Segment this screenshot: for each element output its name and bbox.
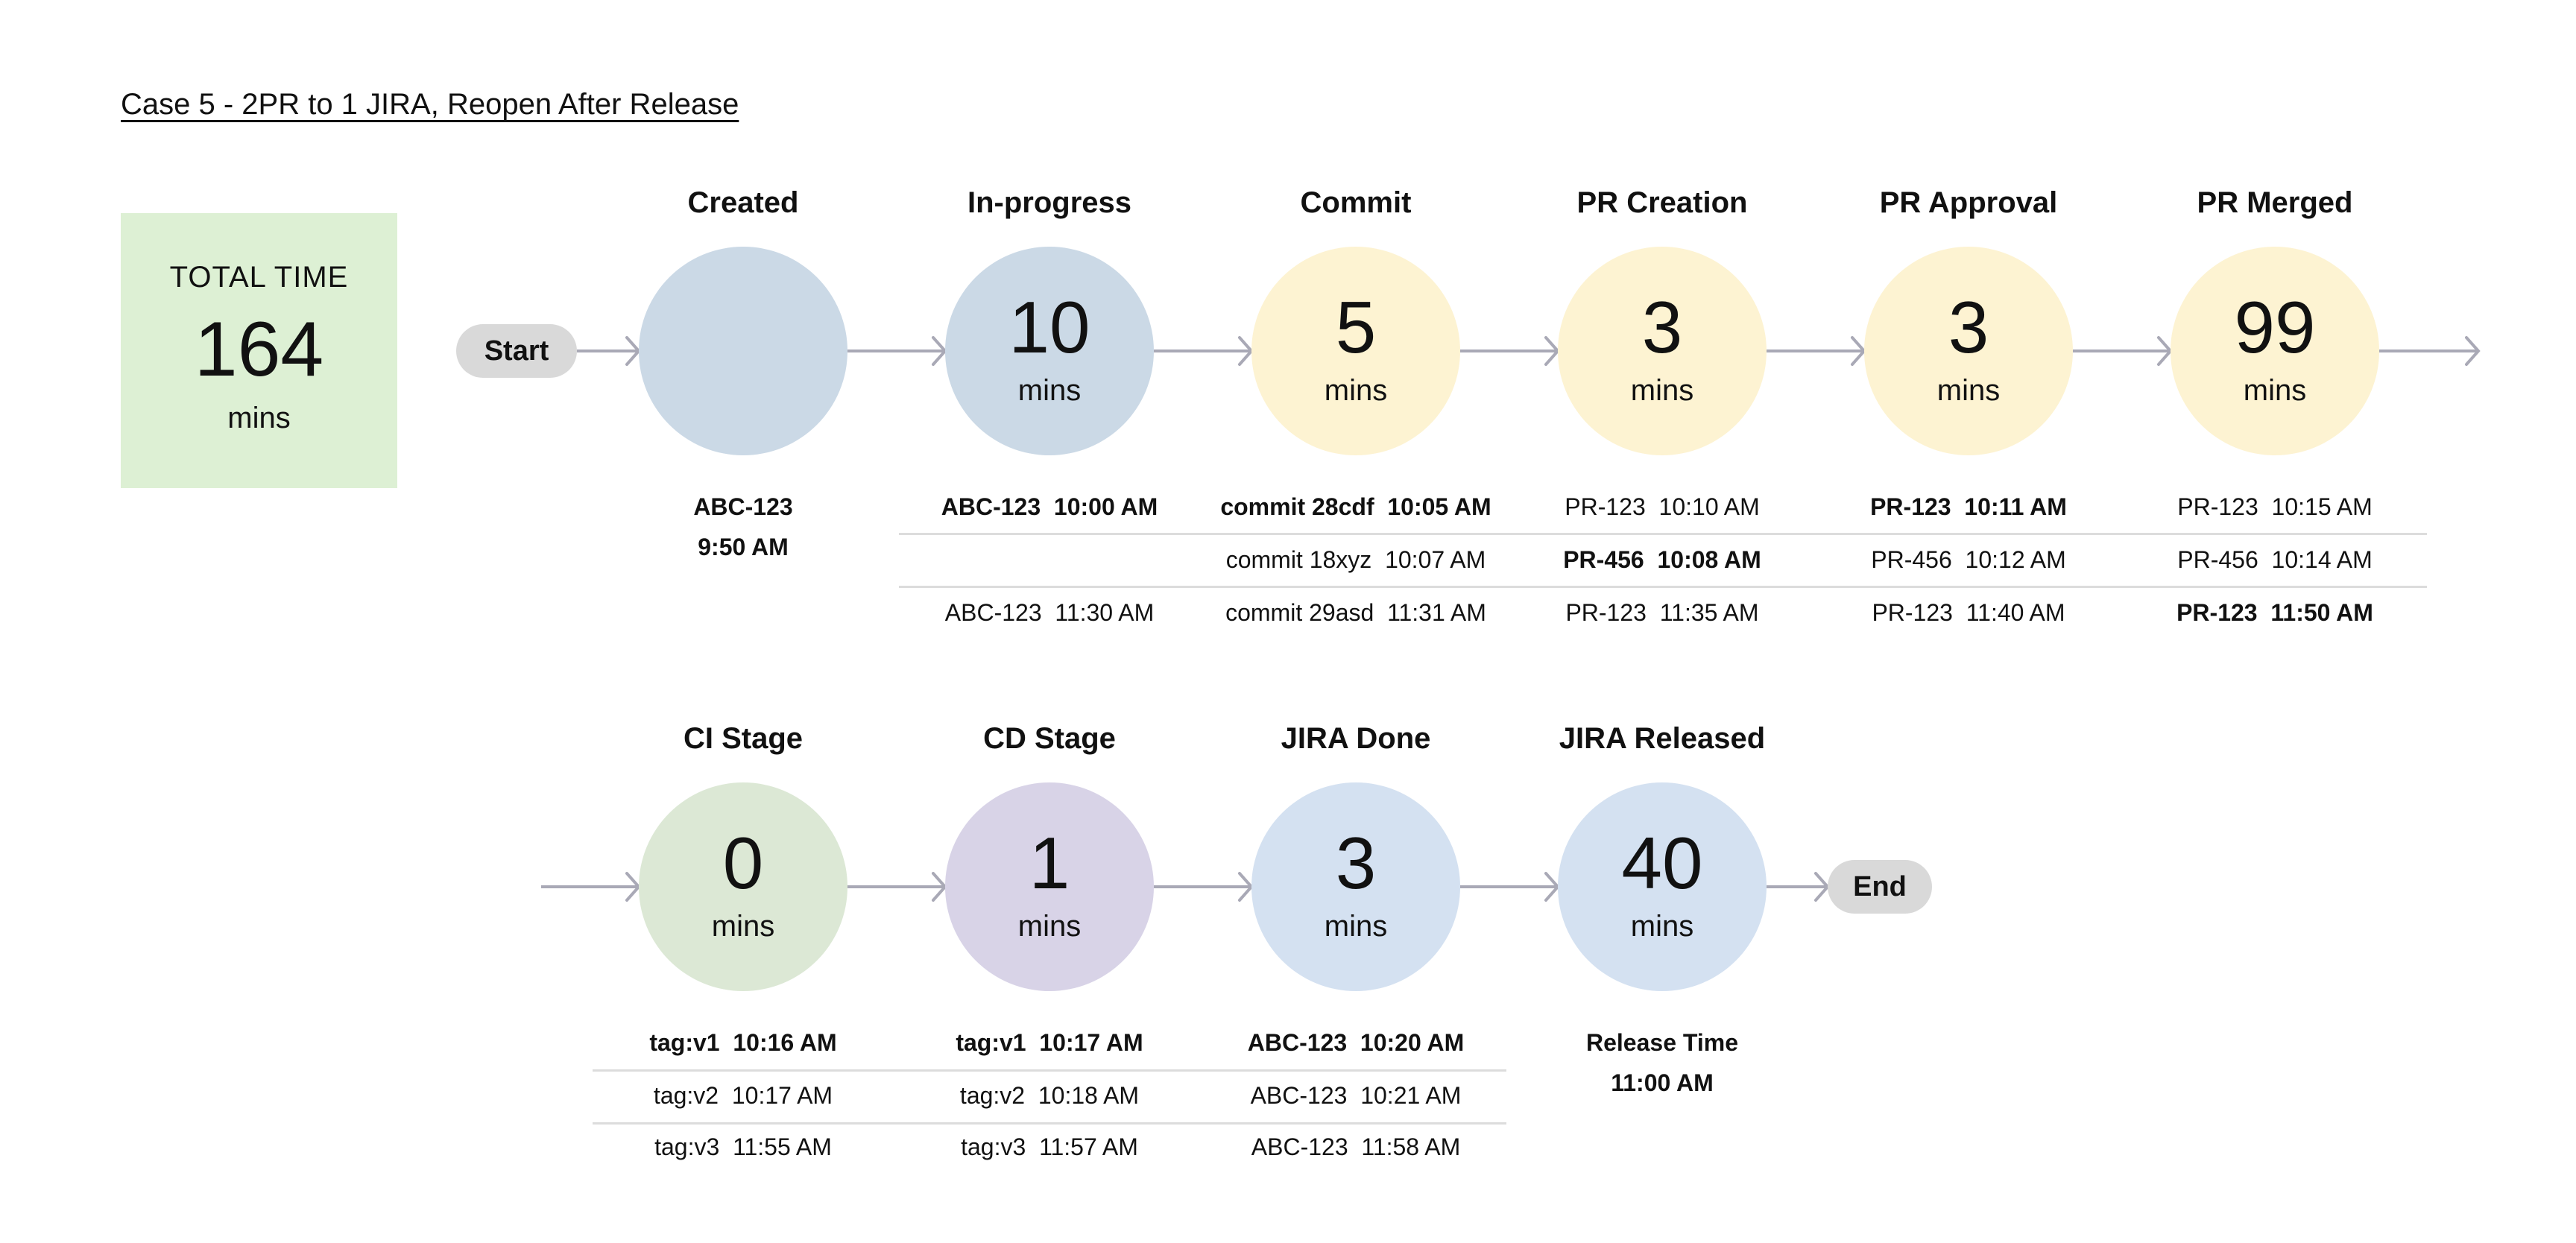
stage-detail-entry: ABC-123 11:30 AM [944,599,1155,626]
stage-title: JIRA Done [1281,722,1431,755]
stage-duration: 0 [722,821,764,904]
stage-detail-entry: PR-123 10:15 AM [2177,493,2373,520]
stage-detail-entry: PR-123 11:50 AM [2176,599,2373,626]
stage-detail-entry: tag:v2 10:18 AM [959,1082,1140,1109]
stage-duration: 5 [1335,285,1377,368]
stage-unit: mins [1324,373,1388,407]
stage-title: In-progress [967,186,1132,219]
stage-created: Created [587,184,900,455]
row-divider [899,533,2427,535]
stage-duration: 99 [2234,285,2316,368]
stage-detail-entry: commit 18xyz 10:07 AM [1225,546,1486,573]
stage-detail-entry: Release Time [1586,1029,1738,1056]
stage-ci-stage: CI Stage 0 mins [587,720,900,991]
stage-detail-entry: PR-123 11:40 AM [1872,599,2065,626]
stage-unit: mins [1324,909,1388,943]
stage-pr-creation: PR Creation 3 mins [1506,184,1819,455]
stage-detail-entry: ABC-123 10:00 AM [941,493,1158,520]
stage-jira-released: JIRA Released 40 mins [1506,720,1819,991]
stage-detail-entry: commit 28cdf 10:05 AM [1220,493,1491,520]
stage-detail-entry: tag:v3 11:57 AM [961,1133,1138,1160]
stage-detail-entry: 9:50 AM [698,534,789,560]
stage-duration: 3 [1641,285,1683,368]
stage-title: JIRA Released [1559,722,1766,755]
stage-title: PR Creation [1576,186,1748,219]
stage-detail-entry: PR-456 10:08 AM [1563,546,1761,573]
stage-detail-entry: ABC-123 11:58 AM [1251,1133,1461,1160]
stage-unit: mins [1017,373,1082,407]
stage-circle: 10 mins [945,247,1154,455]
stage-detail-entry: tag:v2 10:17 AM [653,1082,833,1109]
stage-pr-merged: PR Merged 99 mins [2118,184,2431,455]
stage-detail-entry: ABC-123 [693,493,793,520]
stage-circle: 0 mins [639,782,847,991]
total-time-value: 164 [194,306,324,393]
stage-unit: mins [1936,373,2001,407]
stage-duration: 1 [1029,821,1070,904]
stage-detail-entry: 11:00 AM [1611,1069,1714,1096]
row-divider [593,1069,1506,1072]
stage-duration: 10 [1008,285,1090,368]
stage-title: CI Stage [683,722,804,755]
stage-title: Created [687,186,799,219]
stage-detail-entry: commit 29asd 11:31 AM [1225,599,1486,626]
stage-unit: mins [2243,373,2307,407]
stage-circle: 40 mins [1558,782,1767,991]
total-time-box: TOTAL TIME 164 mins [121,213,397,488]
arrow-connector [2379,336,2481,366]
stage-duration: 3 [1948,285,1989,368]
stage-circle: 3 mins [1251,782,1460,991]
stage-cd-stage: CD Stage 1 mins [893,720,1206,991]
start-node: Start [456,324,577,378]
stage-detail-entry: PR-123 11:35 AM [1565,599,1759,626]
stage-in-progress: In-progress 10 mins [893,184,1206,455]
stage-circle: 3 mins [1864,247,2073,455]
row-divider [593,1122,1506,1125]
stage-pr-approval: PR Approval 3 mins [1812,184,2125,455]
stage-detail-entry: tag:v3 11:55 AM [654,1133,832,1160]
stage-detail-entry: tag:v1 10:16 AM [649,1029,837,1056]
page-title: Case 5 - 2PR to 1 JIRA, Reopen After Rel… [121,88,739,121]
stage-detail-entry: tag:v1 10:17 AM [956,1029,1143,1056]
stage-title: PR Approval [1879,186,2058,219]
stage-detail-entry: PR-456 10:14 AM [2177,546,2373,573]
end-node: End [1828,860,1932,914]
stage-circle: 1 mins [945,782,1154,991]
stage-unit: mins [711,909,775,943]
stage-detail-entry: ABC-123 10:20 AM [1247,1029,1465,1056]
stage-detail-entry: PR-123 10:11 AM [1870,493,2067,520]
stage-detail-entry: PR-456 10:12 AM [1871,546,2066,573]
stage-unit: mins [1017,909,1082,943]
stage-circle: 5 mins [1251,247,1460,455]
stage-unit: mins [1630,373,1694,407]
stage-duration: 40 [1621,821,1703,904]
stage-circle: 99 mins [2171,247,2379,455]
total-time-label: TOTAL TIME [169,261,349,294]
stage-duration: 3 [1335,821,1377,904]
total-time-unit: mins [227,402,291,434]
stage-title: CD Stage [983,722,1116,755]
stage-jira-done: JIRA Done 3 mins [1199,720,1512,991]
stage-unit: mins [1630,909,1694,943]
stage-circle: 3 mins [1558,247,1767,455]
stage-detail-entry: PR-123 10:10 AM [1565,493,1760,520]
stage-title: Commit [1300,186,1412,219]
stage-circle [639,247,847,455]
stage-title: PR Merged [2197,186,2353,219]
stage-detail-entry: ABC-123 10:21 AM [1250,1082,1462,1109]
stage-commit: Commit 5 mins [1199,184,1512,455]
row-divider [899,586,2427,588]
